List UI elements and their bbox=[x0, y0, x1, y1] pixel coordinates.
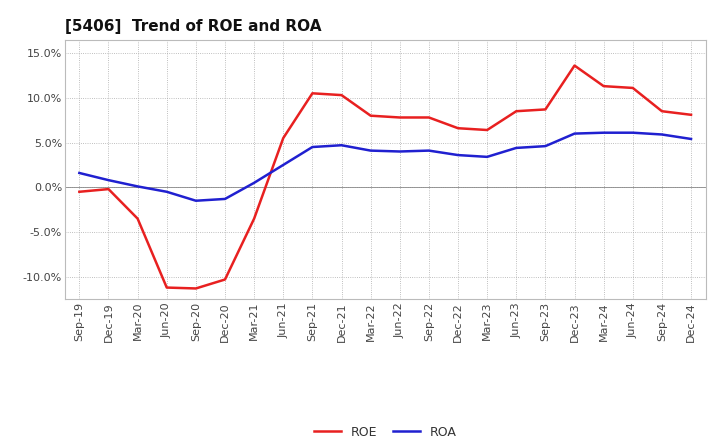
ROA bbox=[483, 154, 492, 160]
ROA bbox=[570, 131, 579, 136]
ROA bbox=[687, 136, 696, 142]
ROA bbox=[454, 152, 462, 158]
ROE bbox=[163, 285, 171, 290]
ROE bbox=[75, 189, 84, 194]
ROE bbox=[629, 85, 637, 91]
ROE bbox=[425, 115, 433, 120]
ROA bbox=[366, 148, 375, 153]
ROE bbox=[395, 115, 404, 120]
ROE bbox=[250, 216, 258, 221]
ROE bbox=[570, 63, 579, 68]
ROE bbox=[599, 84, 608, 89]
Text: [5406]  Trend of ROE and ROA: [5406] Trend of ROE and ROA bbox=[65, 19, 321, 34]
Legend: ROE, ROA: ROE, ROA bbox=[308, 421, 462, 440]
ROA bbox=[599, 130, 608, 136]
ROE bbox=[657, 109, 666, 114]
ROA bbox=[337, 143, 346, 148]
ROE bbox=[512, 109, 521, 114]
ROA bbox=[629, 130, 637, 136]
ROE bbox=[454, 125, 462, 131]
ROE bbox=[308, 91, 317, 96]
Line: ROA: ROA bbox=[79, 133, 691, 201]
ROA bbox=[104, 177, 113, 183]
ROA bbox=[163, 189, 171, 194]
ROA bbox=[220, 196, 229, 202]
ROA bbox=[657, 132, 666, 137]
ROE bbox=[366, 113, 375, 118]
ROE bbox=[541, 107, 550, 112]
ROE bbox=[279, 136, 287, 141]
ROE bbox=[483, 127, 492, 132]
ROE bbox=[104, 187, 113, 192]
ROA bbox=[395, 149, 404, 154]
ROA bbox=[250, 180, 258, 186]
ROA bbox=[279, 162, 287, 168]
ROA bbox=[133, 184, 142, 189]
Line: ROE: ROE bbox=[79, 66, 691, 289]
ROA bbox=[75, 170, 84, 176]
ROA bbox=[308, 144, 317, 150]
ROE bbox=[133, 216, 142, 221]
ROA bbox=[541, 143, 550, 149]
ROA bbox=[512, 145, 521, 150]
ROE bbox=[192, 286, 200, 291]
ROE bbox=[337, 92, 346, 98]
ROA bbox=[192, 198, 200, 203]
ROE bbox=[220, 277, 229, 282]
ROA bbox=[425, 148, 433, 153]
ROE bbox=[687, 112, 696, 117]
